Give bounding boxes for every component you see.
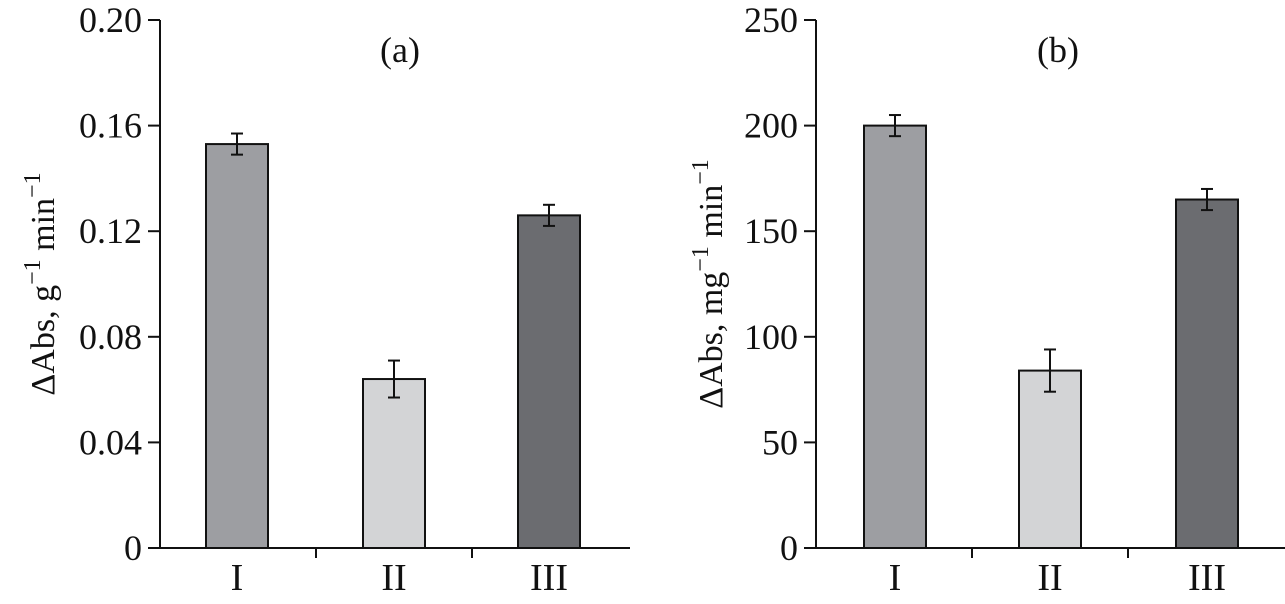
panel-b-ylabel-sup2: −1 <box>688 159 714 185</box>
panel-a-ylabel-sup1: −1 <box>20 259 46 285</box>
panel-b-bar-i <box>863 124 927 549</box>
panel-b-x-tick-label: III <box>1188 557 1226 599</box>
panel-a-bar-iii <box>517 214 581 550</box>
panel-a-ylabel-sup2: −1 <box>20 172 46 198</box>
panel-b-y-axis-label: ΔAbs, mg−1 min−1 <box>688 159 730 409</box>
panel-a-y-tick-label: 0.12 <box>79 211 142 251</box>
panel-a-y-tick-label: 0 <box>124 528 142 568</box>
panel-a-bar-ii <box>362 378 426 550</box>
panel-a-error-bar-iii <box>543 203 555 227</box>
panel-a-bar-i <box>205 143 269 550</box>
panel-a-title: (a) <box>380 30 420 70</box>
panel-b-ylabel-main: ΔAbs, mg <box>693 272 730 409</box>
panel-b-x-tick-label: II <box>1037 557 1062 599</box>
panel-a-y-tick-label: 0.08 <box>79 317 142 357</box>
panel-a-chart: (a) ΔAbs, g−1 min−1 00.040.080.120.160.2… <box>20 0 630 599</box>
panel-b-bar-ii <box>1018 369 1082 550</box>
panel-b-y-tick-label: 0 <box>780 528 798 568</box>
panel-a-x-tick-label: III <box>530 557 568 599</box>
panel-b-y-tick-label: 200 <box>744 106 798 146</box>
panel-a-error-bar-ii <box>388 359 400 399</box>
panel-b-title: (b) <box>1037 30 1079 70</box>
panel-b-error-bar-ii <box>1044 348 1056 393</box>
panel-b-ylabel-sup1: −1 <box>688 246 714 272</box>
panel-b-bar-iii <box>1175 198 1239 550</box>
panel-b-ylabel-unit2: min <box>693 185 730 246</box>
panel-a-y-tick-label: 0.16 <box>79 106 142 146</box>
panel-a-x-tick-label: II <box>381 557 406 599</box>
panel-b-y-tick-label: 50 <box>762 422 798 462</box>
panel-b-error-bar-iii <box>1201 187 1213 212</box>
panel-b-y-tick-label: 150 <box>744 211 798 251</box>
panel-a-ylabel-unit2: min <box>25 198 62 259</box>
panel-b-x-tick-label: I <box>889 557 902 599</box>
panel-b-error-bar-i <box>889 114 901 138</box>
panel-a-y-tick-label: 0.04 <box>79 422 142 462</box>
panel-b-y-tick-label: 100 <box>744 317 798 357</box>
panel-a-x-tick-label: I <box>231 557 244 599</box>
panel-a-y-axis-label: ΔAbs, g−1 min−1 <box>20 172 62 395</box>
panel-a-y-tick-label: 0.20 <box>79 0 142 40</box>
panel-a-ylabel-main: ΔAbs, g <box>25 285 62 396</box>
panel-a-error-bar-i <box>231 132 243 156</box>
panel-b-y-tick-label: 250 <box>744 0 798 40</box>
